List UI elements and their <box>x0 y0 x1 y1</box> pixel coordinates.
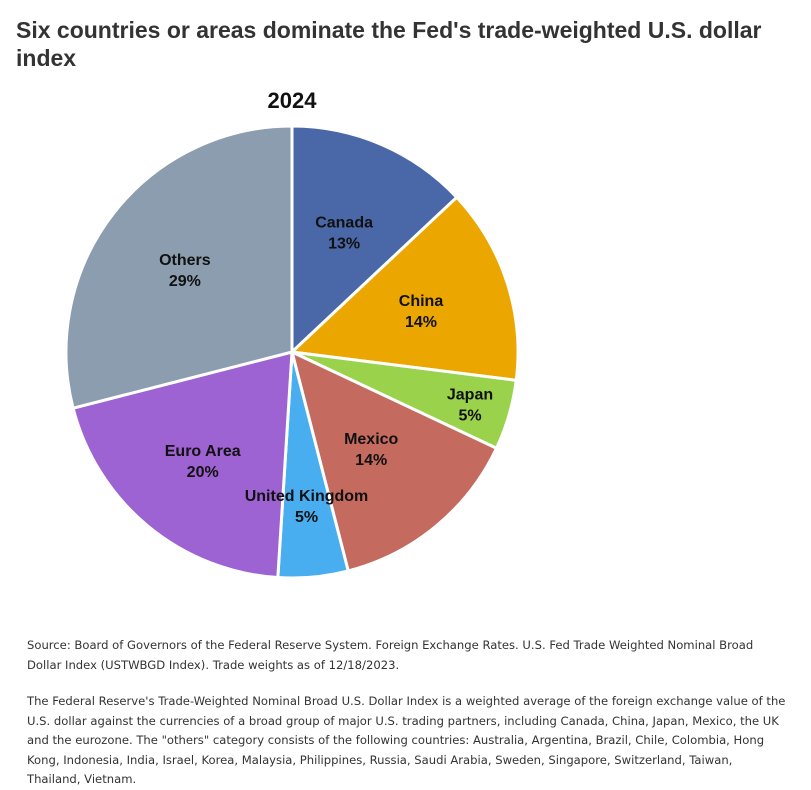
slice-label-mexico: Mexico <box>344 431 398 448</box>
pie-slice-mexico[interactable] <box>290 350 498 573</box>
slice-label-china: China <box>399 293 444 310</box>
slice-value-mexico: 14% <box>355 452 387 469</box>
slice-label-canada: Canada <box>315 215 373 232</box>
chart-headline: Six countries or areas dominate the Fed'… <box>16 17 762 71</box>
slice-value-others: 29% <box>169 273 201 290</box>
description-note: The Federal Reserve's Trade-Weighted Nom… <box>27 694 786 786</box>
pie-slices <box>64 124 520 580</box>
pie-slice-canada[interactable] <box>290 124 459 354</box>
slice-label-euro-area: Euro Area <box>165 443 241 460</box>
slice-label-others: Others <box>159 252 211 269</box>
source-note: Source: Board of Governors of the Federa… <box>27 638 754 672</box>
pie-chart-container: 2024 Canada 13% China 14% Japan 5% Mexico 14% Un… <box>0 80 811 600</box>
slice-value-china: 14% <box>405 314 437 331</box>
slice-value-canada: 13% <box>328 236 360 253</box>
pie-slice-others[interactable] <box>64 124 294 410</box>
pie-slice-euro-area[interactable] <box>71 350 294 580</box>
slice-value-japan: 5% <box>458 408 481 425</box>
pie-slice-china[interactable] <box>290 195 520 382</box>
slice-label-japan: Japan <box>447 387 493 404</box>
chart-title: 2024 <box>268 88 318 113</box>
slice-value-euro-area: 20% <box>187 464 219 481</box>
pie-labels: Canada 13% China 14% Japan 5% Mexico 14% United … <box>159 215 493 526</box>
slice-value-united-kingdom: 5% <box>295 509 318 526</box>
pie-chart: 2024 Canada 13% China 14% Japan 5% Mexico 14% Un… <box>64 88 520 580</box>
slice-label-united-kingdom: United Kingdom <box>245 488 369 505</box>
